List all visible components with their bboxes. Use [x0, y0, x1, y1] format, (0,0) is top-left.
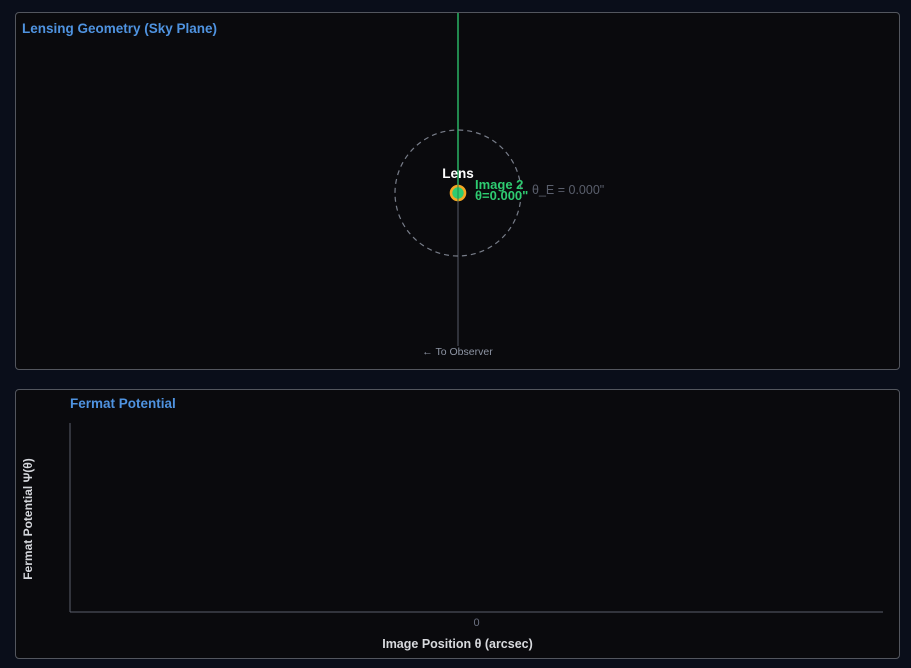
svg-text:Lens: Lens	[442, 166, 474, 181]
svg-text:0: 0	[473, 617, 479, 629]
svg-text:θ_E = 0.000": θ_E = 0.000"	[532, 183, 604, 197]
svg-text:θ=0.000": θ=0.000"	[475, 188, 528, 203]
